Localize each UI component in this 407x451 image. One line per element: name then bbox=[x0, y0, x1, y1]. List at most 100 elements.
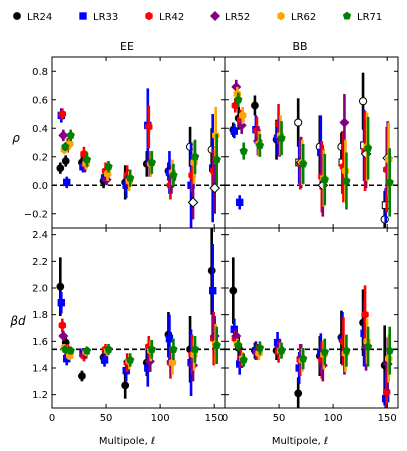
data-point bbox=[145, 122, 153, 132]
data-point bbox=[342, 176, 351, 185]
data-point bbox=[339, 117, 350, 128]
x-tick-label: 50 bbox=[100, 413, 113, 424]
data-point bbox=[234, 340, 243, 349]
data-points bbox=[229, 72, 394, 228]
data-point bbox=[66, 346, 75, 355]
data-point bbox=[208, 286, 217, 295]
legend-marker-lr52 bbox=[209, 10, 221, 22]
panel-rho-EE: −0.2 0.0 0.2 0.4 0.6 0.8 bbox=[24, 56, 226, 229]
data-point bbox=[230, 127, 239, 135]
data-point bbox=[320, 347, 329, 356]
y-tick-label: 2.2 bbox=[32, 257, 48, 268]
data-point bbox=[236, 120, 247, 131]
x-axis-label-ee: Multipole, ℓ bbox=[99, 436, 155, 447]
data-point bbox=[363, 143, 373, 152]
legend-marker-lr71 bbox=[342, 11, 352, 20]
data-point bbox=[385, 346, 394, 355]
series-lr71 bbox=[61, 129, 221, 187]
y-tick-label: 1.2 bbox=[32, 390, 48, 401]
data-point bbox=[126, 355, 135, 364]
legend-marker-lr33 bbox=[79, 12, 87, 20]
series-lr71 bbox=[61, 326, 221, 367]
data-point bbox=[126, 173, 135, 182]
data-point bbox=[294, 118, 303, 127]
series-lr71 bbox=[234, 92, 394, 217]
x-tick-label: 0 bbox=[49, 413, 55, 424]
panel-frame bbox=[51, 56, 226, 229]
data-point bbox=[100, 356, 109, 364]
data-point bbox=[294, 389, 303, 398]
data-point bbox=[169, 344, 178, 353]
legend-label-lr42: LR42 bbox=[159, 12, 184, 23]
panel-beta-BB: 0 50 100 150 bbox=[222, 227, 399, 424]
data-point bbox=[255, 140, 265, 149]
data-points bbox=[56, 88, 221, 228]
panel-rho-BB bbox=[224, 56, 399, 229]
y-tick-label: 0.8 bbox=[32, 67, 48, 78]
y-tick-label: 0.6 bbox=[32, 95, 48, 106]
y-tick-label: 2.4 bbox=[32, 230, 48, 241]
y-tick-label: 0.0 bbox=[32, 181, 48, 192]
data-point bbox=[82, 155, 92, 164]
data-point bbox=[358, 97, 368, 106]
legend-label-lr24: LR24 bbox=[27, 12, 52, 23]
data-point bbox=[56, 164, 65, 173]
column-title-bb: BB bbox=[292, 40, 307, 53]
data-point bbox=[78, 372, 86, 380]
y-tick-label: 0.2 bbox=[32, 152, 48, 163]
data-point bbox=[251, 101, 259, 110]
legend-label-lr71: LR71 bbox=[357, 12, 382, 23]
x-tick-label: 0 bbox=[222, 413, 228, 424]
legend-marker-lr62 bbox=[277, 11, 285, 21]
y-axis-label-rho: ρ bbox=[12, 131, 20, 145]
legend: LR24 LR33 LR42 LR52 LR62 LR71 bbox=[13, 10, 382, 23]
x-axis-label-bb: Multipole, ℓ bbox=[272, 436, 328, 447]
data-point bbox=[168, 358, 177, 367]
data-point bbox=[209, 182, 220, 194]
panel-beta-EE: 0 50 100 150 1.2 1.4 1.6 1.8 2.0 2.2 2.4 bbox=[32, 227, 226, 424]
y-tick-label: 0.4 bbox=[32, 124, 48, 135]
y-axis-label-beta: βd bbox=[9, 314, 26, 328]
data-point bbox=[61, 142, 70, 151]
data-point bbox=[239, 146, 248, 155]
data-point bbox=[277, 346, 286, 355]
data-point bbox=[61, 157, 70, 165]
data-point bbox=[229, 286, 238, 295]
data-point bbox=[82, 346, 92, 355]
y-tick-label: −0.2 bbox=[24, 209, 48, 220]
data-point bbox=[212, 155, 221, 164]
data-point bbox=[363, 342, 373, 351]
data-point bbox=[104, 162, 113, 171]
legend-marker-lr24 bbox=[13, 12, 21, 20]
data-point bbox=[239, 111, 247, 120]
data-point bbox=[58, 330, 69, 342]
y-tick-label: 2.0 bbox=[32, 284, 48, 295]
data-point bbox=[165, 334, 174, 343]
data-point bbox=[144, 364, 152, 372]
data-point bbox=[277, 133, 286, 142]
x-tick-label: 100 bbox=[324, 413, 343, 424]
data-point bbox=[63, 178, 71, 187]
data-point bbox=[121, 381, 130, 390]
data-point bbox=[187, 197, 199, 208]
data-point bbox=[57, 298, 66, 307]
legend-marker-lr42 bbox=[145, 11, 153, 21]
data-point bbox=[147, 344, 156, 353]
series-lr71 bbox=[234, 326, 394, 375]
x-tick-label: 100 bbox=[151, 413, 170, 424]
y-tick-label: 1.4 bbox=[32, 364, 48, 375]
data-point bbox=[58, 321, 66, 330]
legend-label-lr52: LR52 bbox=[225, 12, 250, 23]
panels: −0.2 0.0 0.2 0.4 0.6 0.8 0 50 100 150 1.2 1.4 1.6 1.8… bbox=[24, 56, 399, 424]
data-point bbox=[255, 343, 265, 352]
data-point bbox=[342, 346, 351, 355]
panel-frame bbox=[224, 56, 399, 229]
data-point bbox=[299, 159, 308, 168]
y-tick-label: 1.8 bbox=[32, 310, 48, 321]
panel-frame bbox=[51, 227, 226, 409]
x-tick-label: 150 bbox=[205, 413, 224, 424]
x-tick-label: 50 bbox=[273, 413, 286, 424]
data-point bbox=[236, 198, 244, 207]
legend-label-lr33: LR33 bbox=[93, 12, 118, 23]
